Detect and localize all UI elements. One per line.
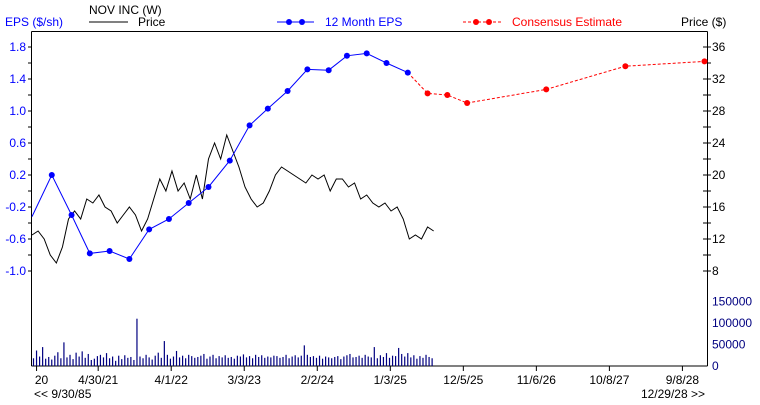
eps-tick-label: -0.6 — [5, 232, 26, 246]
x-tick-label: 3/3/23 — [228, 373, 262, 387]
legend-price-label: Price — [138, 15, 166, 29]
eps-point — [246, 122, 253, 129]
eps-point — [226, 157, 233, 164]
price-axis-label: Price ($) — [681, 15, 726, 29]
x-tick-label: 12/5/25 — [443, 373, 483, 387]
price-tick-label: 24 — [712, 136, 726, 150]
x-tick-label: 20 — [35, 373, 49, 387]
price-tick-label: 36 — [712, 40, 726, 54]
consensus-point — [701, 58, 708, 65]
eps-point — [205, 184, 212, 190]
x-tick-label: 1/3/25 — [374, 373, 408, 387]
eps-tick-label: -0.2 — [5, 200, 26, 214]
price-tick-label: 16 — [712, 200, 726, 214]
volume-tick-label: 100000 — [712, 316, 752, 330]
legend-eps-label: 12 Month EPS — [325, 15, 402, 29]
eps-point — [165, 216, 172, 222]
eps-point — [106, 248, 113, 254]
eps-point — [48, 172, 55, 178]
eps-point — [146, 226, 153, 233]
price-tick-label: 8 — [712, 264, 719, 278]
eps-axis-label: EPS ($/sh) — [5, 15, 63, 29]
legend-eps-marker — [277, 19, 314, 25]
legend-consensus-marker — [463, 19, 502, 25]
eps-point — [304, 66, 311, 73]
eps-point — [68, 212, 75, 218]
x-tick-label: 2/2/24 — [301, 373, 335, 387]
nav-right-link[interactable]: 12/29/28 >> — [641, 387, 705, 401]
price-tick-label: 32 — [712, 72, 726, 86]
eps-tick-label: 0.6 — [9, 136, 26, 150]
x-tick-label: 10/8/27 — [589, 373, 629, 387]
consensus-point — [622, 63, 629, 70]
x-tick-label: 4/30/21 — [78, 373, 118, 387]
consensus-point — [424, 90, 431, 97]
eps-tick-label: 1.4 — [9, 72, 26, 86]
consensus-line — [407, 60, 705, 104]
chart-title: NOV INC (W) — [89, 3, 162, 17]
consensus-point — [543, 86, 550, 93]
eps-point — [383, 60, 390, 66]
price-tick-label: 12 — [712, 232, 726, 246]
eps-tick-label: 1.0 — [9, 104, 26, 118]
eps-tick-label: 1.8 — [9, 40, 26, 54]
legend-consensus-label: Consensus Estimate — [512, 15, 622, 29]
eps-point — [404, 69, 411, 76]
consensus-point — [464, 100, 471, 106]
consensus-point — [444, 92, 451, 98]
eps-point — [363, 50, 370, 57]
eps-tick-label: 0.2 — [9, 168, 26, 182]
volume-tick-label: 0 — [712, 359, 719, 373]
eps-point — [86, 250, 93, 257]
volume-tick-label: 50000 — [712, 338, 746, 352]
price-tick-label: 20 — [712, 168, 726, 182]
eps-point — [126, 256, 133, 262]
eps-point — [343, 52, 350, 59]
price-line — [31, 133, 434, 265]
price-tick-label: 28 — [712, 104, 726, 118]
volume-tick-label: 150000 — [712, 295, 752, 309]
eps-point — [284, 88, 291, 94]
eps-point — [264, 105, 271, 112]
x-tick-label: 4/1/22 — [155, 373, 189, 387]
plot-frame — [31, 31, 708, 367]
x-tick-label: 9/8/28 — [666, 373, 700, 387]
x-tick-label: 11/6/26 — [517, 373, 556, 387]
eps-point — [185, 200, 192, 206]
nav-left-link[interactable]: << 9/30/85 — [34, 387, 92, 401]
eps-tick-label: -1.0 — [5, 264, 26, 278]
eps-line — [31, 52, 409, 260]
eps-point — [325, 67, 332, 74]
